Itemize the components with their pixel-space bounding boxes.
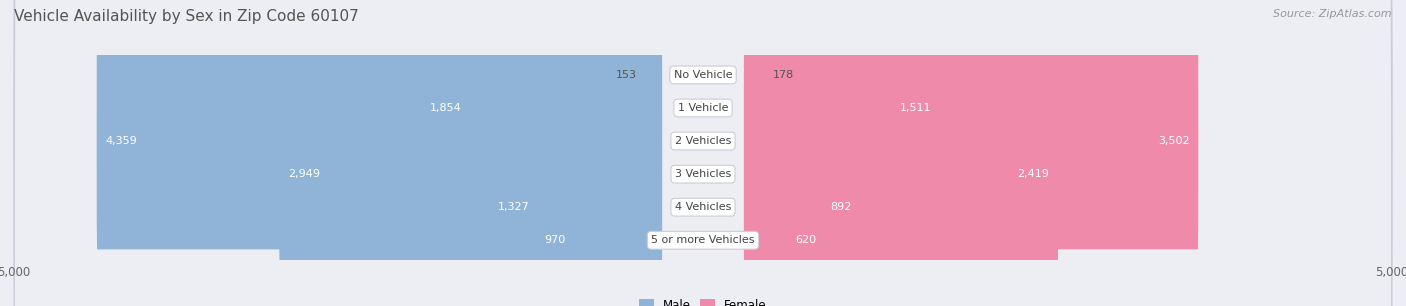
Text: 5 or more Vehicles: 5 or more Vehicles <box>651 235 755 245</box>
Legend: Male, Female: Male, Female <box>640 299 766 306</box>
Text: 970: 970 <box>544 235 565 245</box>
FancyBboxPatch shape <box>14 0 1392 306</box>
FancyBboxPatch shape <box>14 0 1392 306</box>
Text: 178: 178 <box>773 70 794 80</box>
Text: 153: 153 <box>616 70 637 80</box>
FancyBboxPatch shape <box>744 0 941 216</box>
FancyBboxPatch shape <box>422 0 662 216</box>
Text: 1,854: 1,854 <box>430 103 461 113</box>
FancyBboxPatch shape <box>14 0 1392 306</box>
FancyBboxPatch shape <box>97 33 662 249</box>
FancyBboxPatch shape <box>744 0 768 183</box>
Text: 1 Vehicle: 1 Vehicle <box>678 103 728 113</box>
Text: 2,419: 2,419 <box>1018 169 1049 179</box>
FancyBboxPatch shape <box>744 99 860 306</box>
Text: Source: ZipAtlas.com: Source: ZipAtlas.com <box>1274 9 1392 19</box>
FancyBboxPatch shape <box>744 33 1198 249</box>
Text: 2,949: 2,949 <box>288 169 321 179</box>
Text: 3,502: 3,502 <box>1159 136 1189 146</box>
Text: 4,359: 4,359 <box>105 136 138 146</box>
FancyBboxPatch shape <box>280 66 662 282</box>
Text: 892: 892 <box>830 202 852 212</box>
FancyBboxPatch shape <box>641 0 662 183</box>
FancyBboxPatch shape <box>14 0 1392 306</box>
Text: No Vehicle: No Vehicle <box>673 70 733 80</box>
Text: 2 Vehicles: 2 Vehicles <box>675 136 731 146</box>
FancyBboxPatch shape <box>14 0 1392 306</box>
FancyBboxPatch shape <box>489 99 662 306</box>
FancyBboxPatch shape <box>14 0 1392 306</box>
Text: 3 Vehicles: 3 Vehicles <box>675 169 731 179</box>
FancyBboxPatch shape <box>536 132 662 306</box>
FancyBboxPatch shape <box>744 132 825 306</box>
Text: 1,327: 1,327 <box>498 202 530 212</box>
Text: 4 Vehicles: 4 Vehicles <box>675 202 731 212</box>
Text: 1,511: 1,511 <box>900 103 932 113</box>
FancyBboxPatch shape <box>744 66 1059 282</box>
Text: Vehicle Availability by Sex in Zip Code 60107: Vehicle Availability by Sex in Zip Code … <box>14 9 359 24</box>
Text: 620: 620 <box>796 235 817 245</box>
